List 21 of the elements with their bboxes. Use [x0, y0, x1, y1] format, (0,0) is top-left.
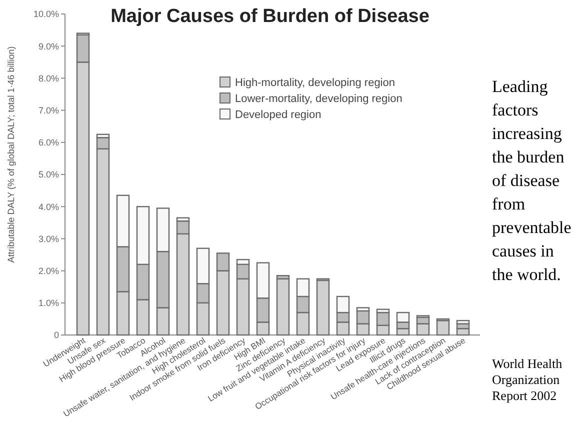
y-tick-label: 2.0%: [38, 266, 59, 276]
bar: [436, 320, 450, 336]
y-tick-label: 4.0%: [38, 202, 59, 212]
text: World Health Organization Report 2002: [492, 356, 563, 403]
legend-label: High-mortality, developing region: [235, 76, 395, 89]
y-tick-label: 3.0%: [38, 234, 59, 244]
y-tick-label: 0: [54, 330, 59, 340]
y-tick-label: 9.0%: [38, 41, 59, 52]
y-tick-label: 1.0%: [38, 298, 59, 308]
legend-label: Lower-mortality, developing region: [235, 92, 402, 105]
y-tick-label: 5.0%: [38, 170, 59, 180]
y-tick-label: 7.0%: [38, 105, 59, 116]
bar: [276, 278, 290, 336]
y-tick-label: 8.0%: [38, 73, 59, 84]
y-tick-label: 10.0%: [33, 9, 59, 20]
bar: [316, 280, 330, 336]
text: Leading factors increasing the burden of disease from preventable causes in the world.: [492, 77, 572, 284]
y-axis-title: Attributable DALY (% of global DALY; total 1·46 billion): [6, 46, 16, 263]
y-tick-label: 6.0%: [38, 138, 59, 148]
legend-label: Developed region: [235, 108, 322, 121]
chart-title: Major Causes of Burden of Disease: [110, 6, 430, 27]
